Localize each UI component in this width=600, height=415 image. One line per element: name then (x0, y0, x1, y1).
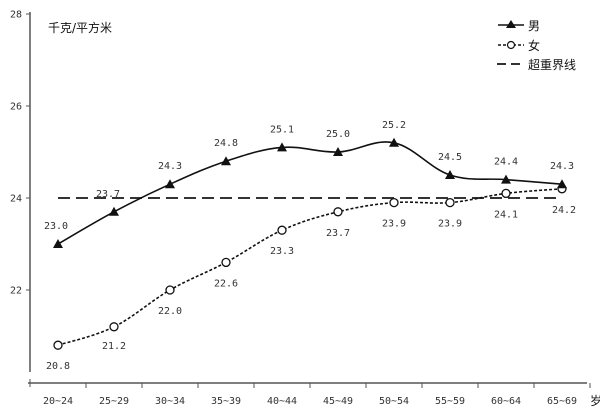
male-triangle-marker-icon (557, 179, 567, 189)
female-data-label: 24.1 (494, 209, 518, 220)
legend-label-female: 女 (528, 38, 540, 53)
y-tick-label: 22 (10, 286, 22, 297)
x-tick-label: 35~39 (211, 396, 241, 407)
male-data-label: 24.4 (494, 157, 518, 168)
female-data-label: 22.6 (214, 278, 238, 289)
female-circle-marker-icon (389, 197, 399, 208)
male-data-label: 25.0 (326, 129, 350, 140)
x-tick-label: 55~59 (435, 396, 465, 407)
legend-triangle-icon (506, 20, 516, 28)
male-triangle-marker-icon (53, 239, 63, 248)
y-tick-label: 26 (10, 102, 22, 113)
female-data-label: 24.2 (552, 205, 576, 216)
male-data-label: 23.7 (96, 189, 120, 200)
x-tick-label: 20~24 (43, 396, 73, 407)
male-triangle-marker-icon (333, 147, 343, 156)
male-triangle-marker-icon (389, 137, 399, 147)
female-data-label: 20.8 (46, 361, 70, 372)
x-axis-unit-label: 岁 (590, 393, 600, 408)
female-circle-marker-icon (333, 207, 343, 217)
female-data-label: 23.7 (326, 228, 350, 239)
y-axis-unit-label: 千克/平方米 (48, 20, 112, 35)
x-tick-label: 30~34 (155, 396, 185, 407)
male-series-line (57, 141, 563, 245)
male-triangle-marker-icon (445, 170, 455, 179)
female-circle-marker-icon (221, 257, 231, 268)
x-tick-label: 40~44 (267, 396, 297, 407)
male-data-label: 24.8 (214, 138, 238, 149)
y-tick-label: 28 (10, 10, 22, 21)
male-data-label: 24.5 (438, 152, 462, 163)
female-data-label: 23.3 (270, 246, 294, 257)
x-tick-label: 25~29 (99, 396, 129, 407)
female-circle-marker-icon (501, 188, 511, 199)
x-tick-label: 65~69 (547, 396, 577, 407)
female-data-label: 22.0 (158, 306, 182, 317)
male-data-label: 25.2 (382, 120, 406, 131)
x-tick-label: 60~64 (491, 396, 521, 407)
legend-label-male: 男 (528, 19, 540, 33)
male-triangle-marker-icon (221, 156, 231, 166)
male-data-label: 24.3 (158, 161, 182, 172)
male-triangle-marker-icon (277, 142, 287, 152)
male-triangle-marker-icon (109, 206, 119, 216)
male-data-label: 23.0 (44, 221, 68, 232)
female-series-line (57, 188, 563, 346)
male-triangle-marker-icon (165, 179, 175, 189)
female-data-label: 23.9 (438, 219, 462, 230)
y-tick-label: 24 (10, 194, 22, 205)
female-circle-marker-icon (53, 340, 63, 350)
legend-circle-icon (506, 40, 516, 50)
female-circle-marker-icon (445, 197, 455, 208)
female-data-label: 23.9 (382, 219, 406, 230)
male-triangle-marker-icon (501, 174, 511, 184)
female-data-label: 21.2 (102, 341, 126, 352)
female-circle-marker-icon (277, 225, 287, 235)
male-data-label: 25.1 (270, 124, 294, 135)
x-tick-label: 50~54 (379, 396, 409, 407)
x-tick-label: 45~49 (323, 396, 353, 407)
female-circle-marker-icon (109, 322, 119, 332)
female-circle-marker-icon (165, 285, 175, 295)
legend-label-threshold: 超重界线 (528, 57, 576, 72)
male-data-label: 24.3 (550, 161, 574, 172)
